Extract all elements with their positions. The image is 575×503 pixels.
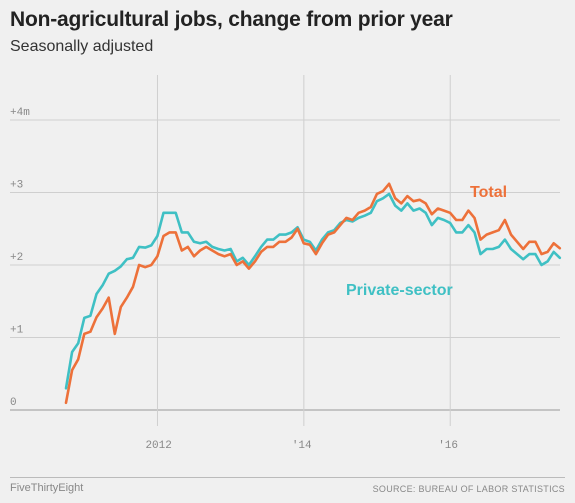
- series-line-total: [64, 182, 562, 405]
- series-label-total: Total: [470, 184, 507, 201]
- footer-divider: [10, 477, 565, 478]
- chart-title: Non-agricultural jobs, change from prior…: [10, 8, 453, 31]
- y-tick-label-0: +4m: [10, 107, 30, 119]
- y-tick-label-1: +3: [10, 180, 23, 192]
- footer-source: SOURCE: BUREAU OF LABOR STATISTICS: [372, 484, 565, 494]
- y-tick-label-4: 0: [10, 397, 17, 409]
- line-chart: +4m +3 +2 +1 0 2012 '14 '16 Total Private-sector: [10, 75, 562, 452]
- series-layer: [64, 182, 562, 405]
- y-tick-label-3: +1: [10, 325, 24, 337]
- chart-subtitle: Seasonally adjusted: [10, 38, 154, 55]
- series-label-private: Private-sector: [346, 282, 453, 299]
- x-tick-label-0: 2012: [145, 440, 171, 452]
- label-layer: +4m +3 +2 +1 0 2012 '14 '16 Total Private-sector: [10, 107, 507, 452]
- x-tick-label-2: '16: [438, 440, 458, 452]
- x-tick-label-1: '14: [292, 440, 312, 452]
- series-line-private: [64, 192, 562, 390]
- footer-brand: FiveThirtyEight: [10, 482, 84, 494]
- grid-layer: [10, 75, 560, 426]
- y-tick-label-2: +2: [10, 252, 23, 264]
